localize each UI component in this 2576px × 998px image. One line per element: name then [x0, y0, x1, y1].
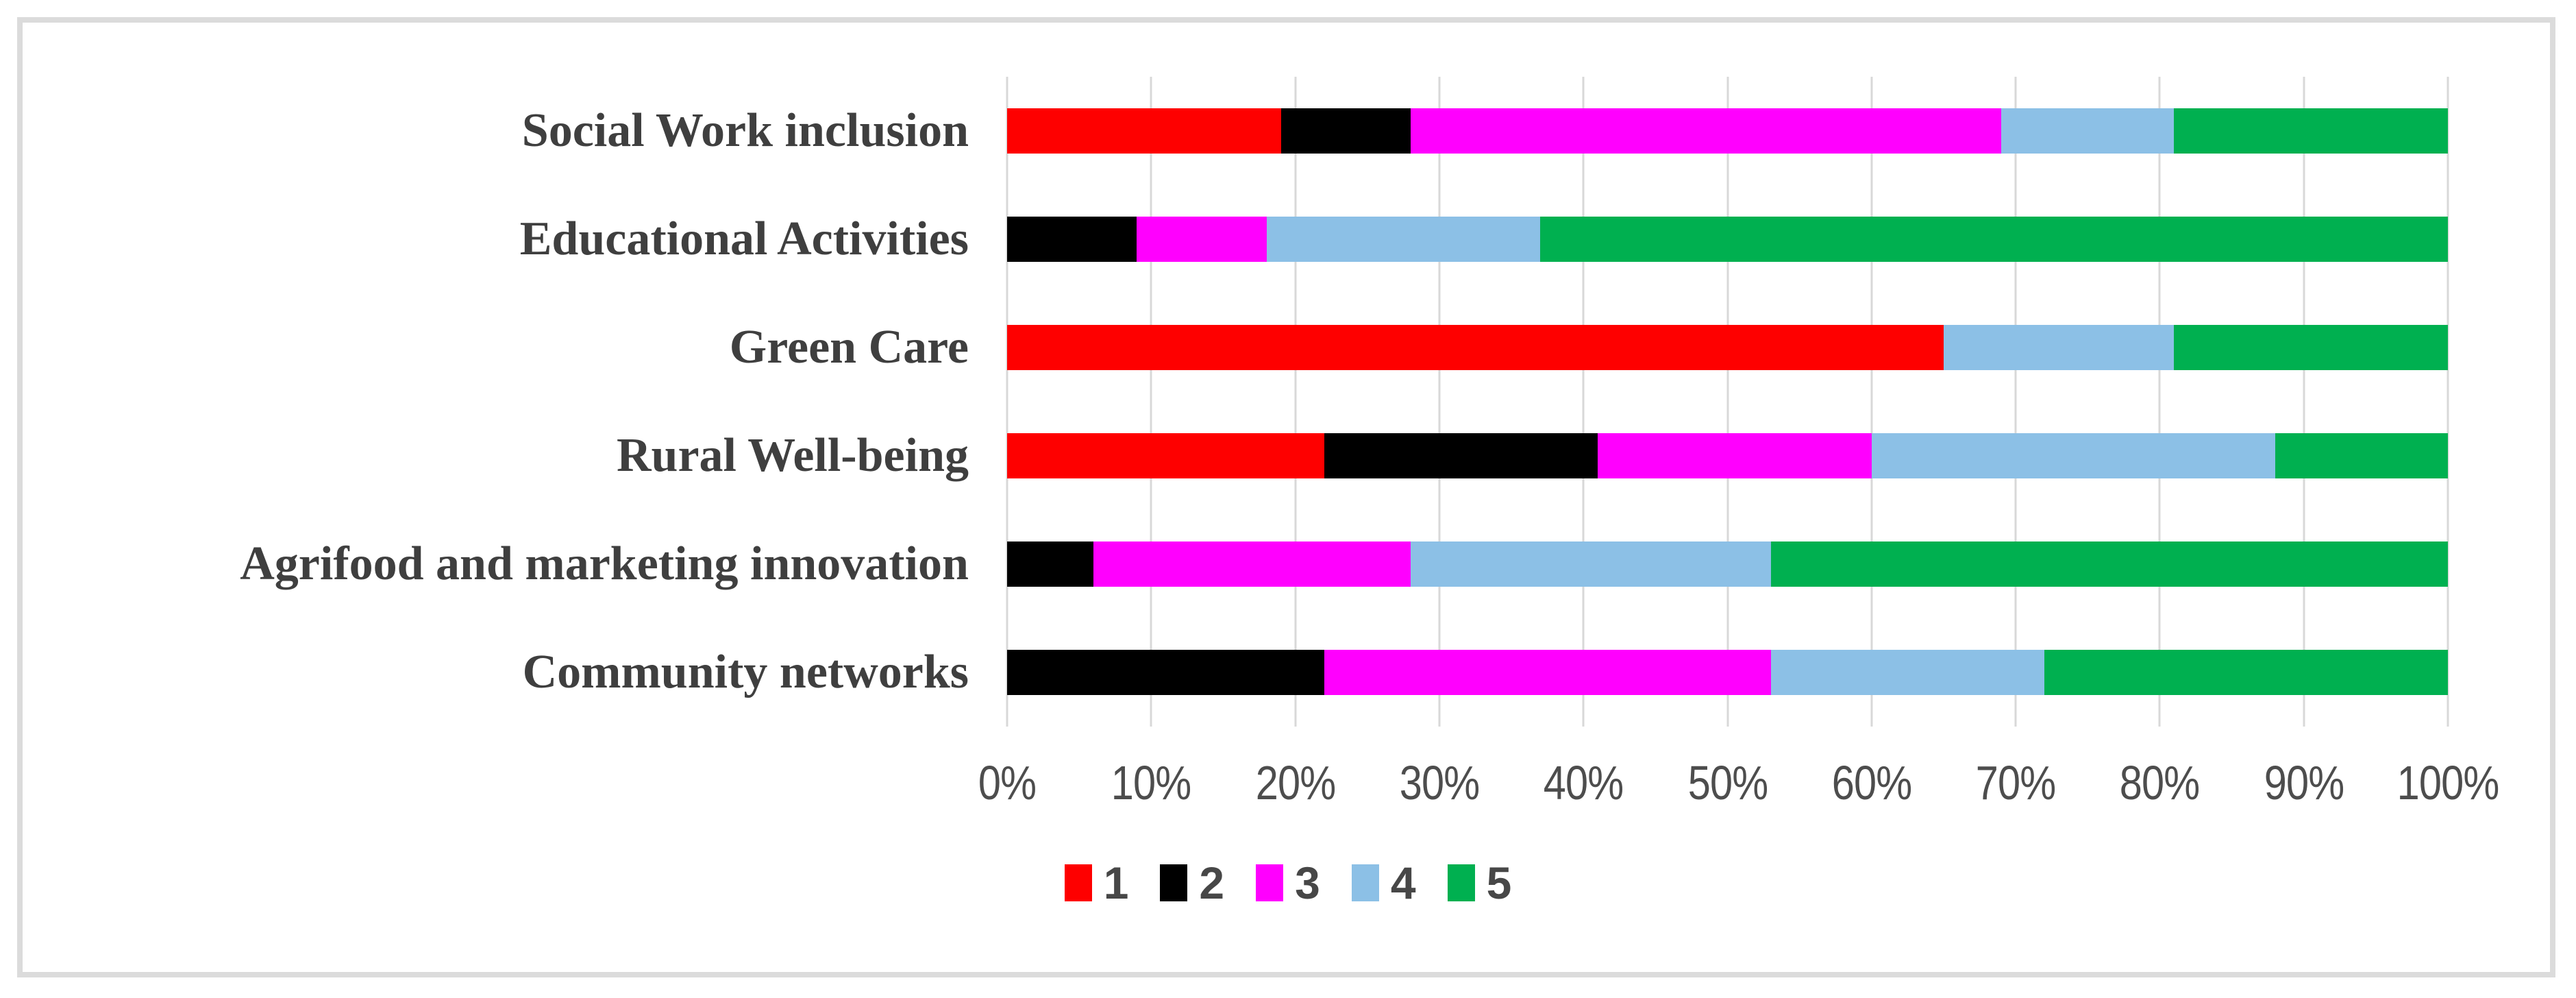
- x-tick-label: 60%: [1831, 756, 1912, 810]
- x-tick-label: 100%: [2397, 756, 2500, 810]
- gridline: [1726, 77, 1729, 727]
- gridline: [1294, 77, 1297, 727]
- bar-segment-2: [1007, 650, 1324, 695]
- bar-segment-4: [1266, 217, 1541, 262]
- x-tick-label: 80%: [2120, 756, 2200, 810]
- bar-segment-1: [1007, 108, 1281, 154]
- stacked-bar: [1007, 325, 2448, 370]
- y-axis-category-labels: Social Work inclusion Educational Activit…: [27, 77, 988, 727]
- gridline: [1870, 77, 1873, 727]
- legend-label: 5: [1486, 857, 1512, 908]
- stacked-bar: [1007, 433, 2448, 478]
- category-label: Educational Activities: [519, 212, 969, 265]
- x-tick-label: 40%: [1543, 756, 1624, 810]
- bar-segment-4: [1871, 433, 2275, 478]
- bar-segment-1: [1007, 325, 1944, 370]
- legend-item: 2: [1160, 857, 1224, 909]
- legend-swatch: [1447, 864, 1475, 901]
- legend-swatch: [1351, 864, 1379, 901]
- legend-label: 1: [1103, 857, 1129, 908]
- bar-segment-4: [1770, 650, 2045, 695]
- legend-swatch: [1064, 864, 1092, 901]
- stacked-bar: [1007, 650, 2448, 695]
- stacked-bar: [1007, 108, 2448, 154]
- legend-item: 4: [1351, 857, 1416, 909]
- gridline: [1438, 77, 1441, 727]
- stacked-bar: [1007, 541, 2448, 587]
- bar-segment-2: [1280, 108, 1411, 154]
- bar-segment-2: [1324, 433, 1598, 478]
- x-tick-label: 50%: [1687, 756, 1768, 810]
- category-label: Rural Well-being: [616, 429, 969, 482]
- bar-segment-2: [1007, 217, 1137, 262]
- bar-segment-5: [1540, 217, 2448, 262]
- legend-label: 4: [1390, 857, 1416, 908]
- bar-row: [1007, 618, 2448, 727]
- gridline: [1006, 77, 1008, 727]
- gridline: [1582, 77, 1585, 727]
- gridline: [1150, 77, 1152, 727]
- category-label: Agrifood and marketing innovation: [240, 537, 969, 590]
- bar-segment-2: [1007, 541, 1094, 587]
- bar-segment-5: [2275, 433, 2448, 478]
- bar-segment-5: [2174, 108, 2448, 154]
- x-tick-label: 10%: [1111, 756, 1191, 810]
- bar-segment-4: [1943, 325, 2175, 370]
- bar-segment-3: [1093, 541, 1411, 587]
- bar-segment-4: [1410, 541, 1771, 587]
- bar-segment-4: [2001, 108, 2175, 154]
- stacked-bar: [1007, 217, 2448, 262]
- bar-row: [1007, 510, 2448, 618]
- bar-row: [1007, 185, 2448, 293]
- category-label: Green Care: [729, 321, 969, 374]
- plot-area: 0% 10% 20% 30% 40% 50% 60% 70% 80% 90% 100%: [978, 77, 2499, 810]
- bar-segment-3: [1324, 650, 1771, 695]
- x-tick-label: 90%: [2264, 756, 2344, 810]
- bar-segment-3: [1598, 433, 1872, 478]
- figure-border: [17, 17, 2555, 977]
- gridline: [2158, 77, 2161, 727]
- gridline: [2014, 77, 2017, 727]
- legend-item: 1: [1064, 857, 1129, 909]
- bar-segment-5: [2044, 650, 2448, 695]
- bar-segment-5: [1770, 541, 2448, 587]
- legend-label: 2: [1199, 857, 1225, 908]
- bar-segment-1: [1007, 433, 1324, 478]
- bar-row: [1007, 402, 2448, 510]
- legend-swatch: [1256, 864, 1284, 901]
- bar-segment-3: [1410, 108, 2002, 154]
- bar-segment-5: [2174, 325, 2448, 370]
- bar-segment-3: [1137, 217, 1267, 262]
- legend-item: 3: [1256, 857, 1320, 909]
- category-label: Social Work inclusion: [521, 104, 969, 157]
- x-tick-label: 20%: [1255, 756, 1335, 810]
- x-axis-tick-labels: 0% 10% 20% 30% 40% 50% 60% 70% 80% 90% 100%: [978, 727, 2499, 823]
- bar-row: [1007, 293, 2448, 402]
- legend-swatch: [1160, 864, 1188, 901]
- legend-label: 3: [1295, 857, 1320, 908]
- x-tick-label: 0%: [978, 756, 1037, 810]
- gridline: [2447, 77, 2449, 727]
- bar-rows: [1007, 77, 2448, 727]
- gridline: [2303, 77, 2305, 727]
- category-label: Community networks: [522, 646, 969, 698]
- bar-row: [1007, 77, 2448, 185]
- chart-legend: 1 2 3 4 5: [0, 857, 2576, 909]
- x-tick-label: 70%: [1975, 756, 2056, 810]
- legend-item: 5: [1447, 857, 1512, 909]
- x-tick-label: 30%: [1399, 756, 1480, 810]
